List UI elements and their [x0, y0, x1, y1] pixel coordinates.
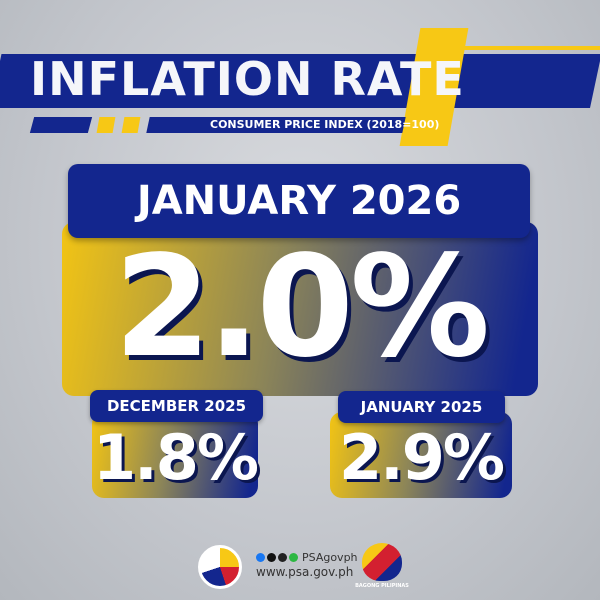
comparison-value: 2.9%: [339, 421, 505, 494]
bagong-pilipinas-logo-text: BAGONG PILIPINAS: [355, 583, 409, 589]
current-inflation-value: 2.0%: [113, 226, 490, 389]
yellow-line-decoration: [458, 46, 600, 50]
bagong-pilipinas-logo: [362, 543, 402, 581]
tiktok-icon[interactable]: [278, 553, 287, 562]
facebook-icon[interactable]: [256, 553, 265, 562]
main-value-card: [62, 222, 538, 396]
comparison-card-previous-month: [92, 412, 258, 498]
page-title: INFLATION RATE: [30, 52, 465, 106]
social-links: PSAgovph: [256, 551, 358, 564]
social-handle: PSAgovph: [302, 551, 358, 564]
website-link[interactable]: www.psa.gov.ph: [256, 565, 354, 579]
yellow-square-decoration: [96, 117, 116, 133]
subtitle-bar-left: [29, 117, 93, 133]
comparison-card-previous-year: [330, 412, 512, 498]
current-period-box: [68, 164, 530, 238]
current-period-label: JANUARY 2026: [136, 178, 462, 224]
comparison-period-label: DECEMBER 2025: [90, 390, 263, 422]
x-icon[interactable]: [267, 553, 276, 562]
viber-icon[interactable]: [289, 553, 298, 562]
yellow-square-decoration: [121, 117, 141, 133]
subtitle: CONSUMER PRICE INDEX (2018=100): [210, 118, 440, 131]
psa-logo: [198, 545, 242, 589]
comparison-value: 1.8%: [93, 421, 259, 494]
comparison-period-label: JANUARY 2025: [338, 391, 505, 423]
